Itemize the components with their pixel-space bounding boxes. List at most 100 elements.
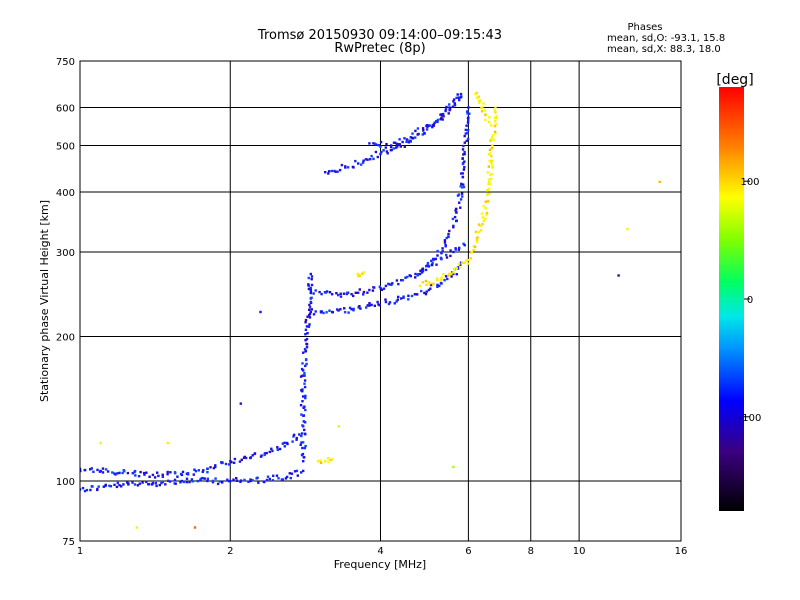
stats-line-x: mean, sd,X: 88.3, 18.0 [607, 44, 721, 55]
point-o [459, 198, 463, 201]
point-o [337, 293, 340, 297]
point-o [302, 395, 305, 398]
point-o [309, 286, 312, 290]
point-o [324, 171, 327, 174]
point-o [426, 261, 430, 265]
point-x [319, 461, 323, 464]
point-o [145, 480, 148, 484]
point-x [475, 241, 479, 244]
y-axis-label: Stationary phase Virtual Height [km] [38, 200, 51, 402]
point-o [302, 351, 305, 354]
point-isolated [193, 526, 197, 529]
point-o [232, 478, 235, 481]
point-o [193, 468, 196, 471]
point-o [449, 254, 452, 258]
point-x [494, 120, 497, 123]
point-x [440, 276, 443, 279]
point-o [166, 473, 169, 476]
point-o [359, 307, 362, 310]
point-o [301, 374, 304, 377]
chart-title: Tromsø 20150930 09:14:00–09:15:43 [257, 28, 502, 43]
point-o [418, 272, 422, 276]
point-x [490, 155, 493, 158]
point-o [104, 468, 108, 471]
point-o [436, 120, 439, 124]
point-o [263, 480, 266, 484]
point-o [307, 284, 310, 287]
point-o [304, 396, 307, 400]
point-o [305, 342, 308, 346]
point-o [466, 121, 470, 124]
point-o [443, 239, 447, 242]
point-o [441, 247, 444, 250]
x-tick-label: 6 [465, 546, 471, 557]
point-o [118, 471, 121, 475]
point-o [216, 482, 220, 486]
point-x [489, 138, 493, 141]
point-o [206, 467, 209, 470]
point-o [302, 369, 305, 372]
point-o [389, 145, 393, 149]
point-x [484, 118, 487, 122]
point-o [327, 172, 330, 175]
point-o [459, 96, 463, 99]
point-o [191, 480, 194, 483]
point-o [461, 162, 465, 166]
point-o [436, 285, 439, 288]
point-o [303, 428, 306, 432]
point-o [407, 298, 410, 301]
point-x [428, 282, 431, 285]
point-o [419, 269, 422, 272]
point-o [280, 478, 284, 481]
point-o [436, 118, 439, 122]
point-x [490, 146, 494, 150]
point-o [460, 192, 464, 195]
point-o [305, 337, 309, 341]
point-o [221, 481, 224, 484]
point-o [452, 272, 455, 276]
point-x [455, 267, 458, 270]
point-o [450, 275, 453, 278]
point-x [358, 274, 361, 277]
point-x [493, 116, 497, 119]
point-o [301, 446, 304, 450]
point-o [427, 288, 431, 292]
point-o [151, 483, 154, 486]
point-o [176, 475, 179, 478]
point-o [185, 480, 188, 484]
point-o [304, 364, 307, 368]
point-o [266, 475, 270, 478]
point-o [158, 483, 161, 487]
point-x [440, 278, 443, 281]
point-o [214, 464, 217, 467]
point-x [480, 212, 484, 215]
point-o [391, 282, 394, 285]
point-o [374, 150, 378, 154]
point-o [298, 433, 301, 436]
point-o [303, 347, 307, 351]
point-x [490, 161, 493, 165]
point-o [249, 478, 252, 481]
point-o [286, 442, 289, 446]
point-o [292, 435, 295, 438]
point-x [488, 192, 491, 196]
y-tick-label: 300 [56, 248, 75, 259]
point-o [373, 286, 376, 289]
point-o [366, 158, 369, 161]
point-o [405, 140, 408, 143]
point-o [414, 136, 417, 139]
point-o [414, 276, 417, 279]
point-o [390, 283, 393, 286]
point-o [339, 292, 342, 295]
point-o [233, 457, 237, 461]
point-o [401, 140, 404, 144]
point-o [453, 104, 457, 107]
point-o [188, 480, 191, 484]
point-o [301, 441, 305, 444]
point-o [142, 471, 146, 475]
point-o [116, 472, 119, 475]
point-o [455, 96, 458, 100]
point-o [80, 488, 82, 491]
chart-subtitle: RwPretec (8p) [334, 41, 425, 56]
point-o [386, 152, 389, 155]
